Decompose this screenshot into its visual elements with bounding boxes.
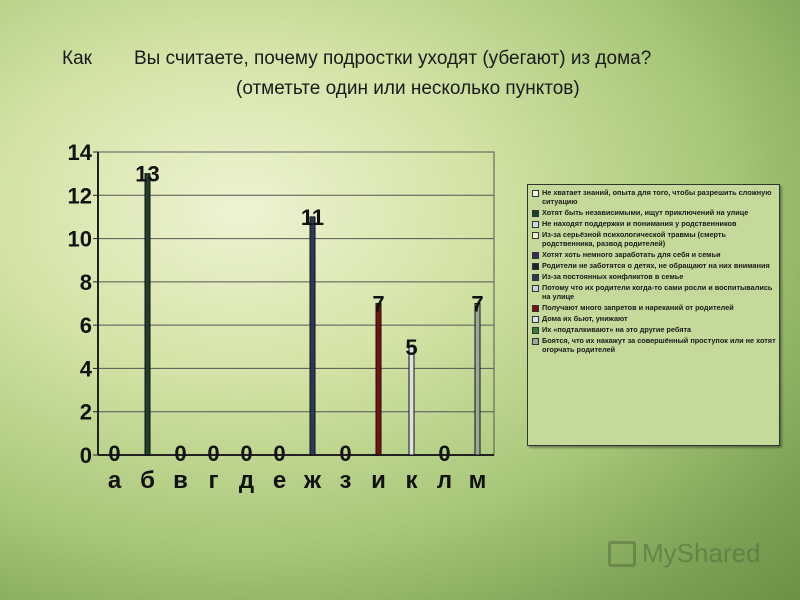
chart-subtitle: (отметьте один или несколько пунктов): [236, 78, 580, 99]
legend-label: Их «подталкивают» на это другие ребята: [542, 325, 692, 334]
legend-item: Не находят поддержки и понимания у родст…: [532, 219, 777, 228]
chart-title: Как Вы считаете, почему подростки уходят …: [62, 48, 782, 70]
x-tick-label: ж: [303, 467, 322, 494]
legend-swatch: [532, 221, 539, 228]
x-tick-label: к: [405, 467, 418, 494]
x-tick-label: м: [469, 467, 487, 494]
chart-legend: Не хватает знаний, опыта для того, чтобы…: [527, 184, 780, 446]
legend-swatch: [532, 305, 539, 312]
data-label: 0: [207, 441, 219, 466]
x-tick-label: и: [371, 467, 386, 494]
data-label: 0: [174, 441, 186, 466]
legend-swatch: [532, 190, 539, 197]
legend-label: Хотят быть независимыми, ищут приключени…: [542, 208, 749, 217]
legend-swatch: [532, 263, 539, 270]
x-tick-label: д: [239, 467, 254, 494]
legend-item: Боятся, что их накажут за совершённый пр…: [532, 336, 777, 354]
data-label: 11: [301, 205, 324, 230]
bar: [309, 216, 316, 456]
legend-swatch: [532, 285, 539, 292]
legend-item: Хотят быть независимыми, ищут приключени…: [532, 208, 777, 217]
legend-item: Хотят хоть немного заработать для себя и…: [532, 250, 777, 259]
title-question: Вы считаете, почему подростки уходят (уб…: [134, 48, 652, 69]
x-tick-label: а: [108, 467, 122, 494]
watermark-logo: MyShared: [608, 538, 761, 569]
legend-swatch: [532, 210, 539, 217]
legend-swatch: [532, 316, 539, 323]
legend-label: Родители не заботятся о детях, не обраща…: [542, 261, 770, 270]
y-tick-label: 12: [68, 183, 92, 208]
y-tick-label: 6: [80, 313, 92, 338]
bar: [375, 303, 382, 456]
legend-item: Потому что их родители когда-то сами рос…: [532, 283, 777, 301]
legend-swatch: [532, 252, 539, 259]
legend-label: Потому что их родители когда-то сами рос…: [542, 283, 773, 301]
legend-item: Не хватает знаний, опыта для того, чтобы…: [532, 188, 777, 206]
y-tick-label: 4: [80, 356, 93, 381]
legend-swatch: [532, 327, 539, 334]
x-tick-label: з: [340, 467, 352, 494]
legend-label: Из-за серьёзной психологической травмы (…: [542, 230, 726, 248]
x-tick-label: л: [437, 467, 452, 494]
legend-item: Получают много запретов и нареканий от р…: [532, 303, 777, 312]
y-tick-label: 2: [80, 400, 92, 425]
bar: [474, 303, 481, 456]
x-tick-label: в: [173, 467, 188, 494]
data-label: 7: [471, 292, 483, 317]
legend-label: Дома их бьют, унижают: [542, 314, 628, 323]
legend-label: Из-за постоянных конфликтов в семье: [542, 272, 684, 281]
y-tick-label: 8: [80, 270, 92, 295]
title-prefix: Как: [62, 48, 92, 69]
legend-label: Хотят хоть немного заработать для себя и…: [542, 250, 721, 259]
legend-label: Не хватает знаний, опыта для того, чтобы…: [542, 188, 772, 206]
y-tick-label: 10: [68, 227, 92, 252]
data-label: 5: [405, 335, 417, 360]
watermark-text: MyShared: [642, 538, 761, 568]
x-tick-label: б: [140, 467, 155, 494]
legend-item: Из-за серьёзной психологической травмы (…: [532, 230, 777, 248]
legend-label: Получают много запретов и нареканий от р…: [542, 303, 734, 312]
legend-swatch: [532, 338, 539, 345]
y-tick-label: 0: [80, 443, 92, 468]
x-tick-label: е: [273, 467, 286, 494]
bar: [144, 173, 151, 456]
x-tick-label: г: [209, 467, 219, 494]
legend-swatch: [532, 232, 539, 239]
data-label: 7: [372, 292, 384, 317]
data-label: 0: [108, 441, 120, 466]
presentation-icon: [608, 540, 636, 567]
legend-label: Не находят поддержки и понимания у родст…: [542, 219, 737, 228]
legend-swatch: [532, 274, 539, 281]
data-label: 0: [273, 441, 285, 466]
legend-label: Боятся, что их накажут за совершённый пр…: [542, 336, 776, 354]
data-label: 0: [240, 441, 252, 466]
legend-item: Из-за постоянных конфликтов в семье: [532, 272, 777, 281]
legend-item: Дома их бьют, унижают: [532, 314, 777, 323]
bar: [408, 346, 415, 456]
legend-item: Родители не заботятся о детях, не обраща…: [532, 261, 777, 270]
data-label: 13: [135, 162, 159, 187]
y-tick-label: 14: [68, 140, 93, 165]
plot-area: [97, 151, 495, 456]
data-label: 0: [438, 441, 450, 466]
legend-item: Их «подталкивают» на это другие ребята: [532, 325, 777, 334]
data-label: 0: [339, 441, 351, 466]
